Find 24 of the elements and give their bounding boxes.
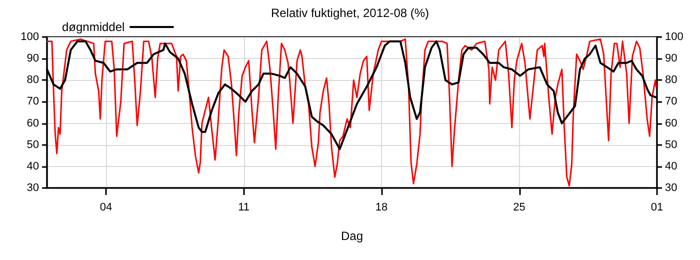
x-tick-label: 11 bbox=[238, 202, 250, 214]
legend-label: døgnmiddel bbox=[62, 20, 125, 34]
y2-tick-label: 70 bbox=[665, 96, 678, 108]
y-tick-label: 30 bbox=[26, 182, 39, 194]
y2-tick-label: 50 bbox=[665, 138, 678, 151]
x-tick-label: 04 bbox=[100, 202, 112, 214]
y2-tick-label: 40 bbox=[665, 160, 678, 172]
y-tick-label: 90 bbox=[26, 52, 39, 65]
y-tick-label: 70 bbox=[26, 96, 39, 108]
y2-tick-label: 60 bbox=[665, 117, 678, 130]
y-tick-label: 60 bbox=[26, 117, 39, 130]
y2-tick-label: 80 bbox=[665, 74, 678, 86]
y-tick-label: 40 bbox=[26, 160, 39, 172]
y-tick-label: 50 bbox=[26, 138, 39, 151]
y-tick-label: 100 bbox=[20, 31, 39, 43]
y2-tick-label: 30 bbox=[665, 182, 678, 194]
x-tick-label: 01 bbox=[650, 202, 664, 214]
y2-tick-label: 90 bbox=[665, 52, 678, 65]
y-tick-label: 80 bbox=[26, 74, 39, 86]
x-tick-label: 18 bbox=[375, 202, 388, 214]
y2-tick-label: 100 bbox=[665, 31, 684, 43]
chart-title: Relativ fuktighet, 2012-08 (%) bbox=[270, 6, 430, 20]
x-axis-title: Dag bbox=[340, 229, 364, 243]
x-tick-label: 25 bbox=[513, 202, 526, 214]
